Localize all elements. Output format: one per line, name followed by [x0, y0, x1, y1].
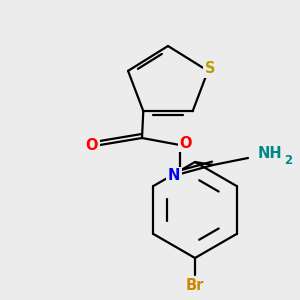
Text: NH: NH: [258, 146, 283, 161]
Text: O: O: [86, 137, 98, 152]
Text: N: N: [168, 169, 180, 184]
Text: O: O: [180, 136, 192, 151]
Text: Br: Br: [186, 278, 204, 292]
Text: S: S: [205, 61, 215, 76]
Text: 2: 2: [284, 154, 292, 167]
